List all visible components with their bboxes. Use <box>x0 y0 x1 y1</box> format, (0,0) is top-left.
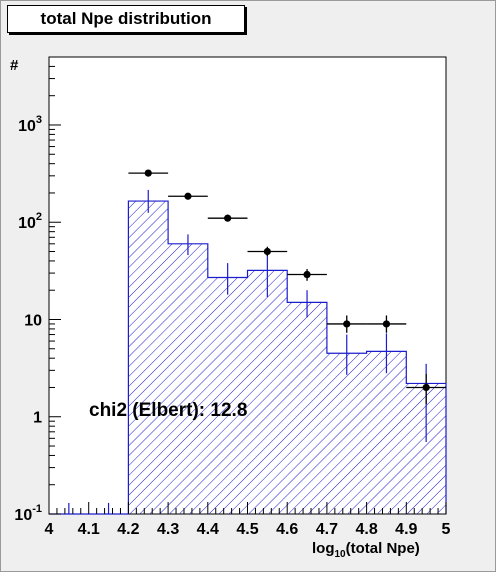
y-tick-label: 102 <box>18 211 42 232</box>
y-tick-label: 1 <box>33 410 42 427</box>
x-tick-label: 4.7 <box>316 521 338 538</box>
hist-bar-fill <box>128 201 169 514</box>
x-tick-label: 4.9 <box>395 521 417 538</box>
y-tick-label: 103 <box>18 114 42 135</box>
x-axis-label: log10(total Npe) <box>312 540 420 560</box>
hist-bar-fill <box>366 351 407 514</box>
y-axis-label: # <box>10 57 19 74</box>
x-tick-label: 4.2 <box>117 521 139 538</box>
hist-bar-fill <box>168 243 208 514</box>
hist-bar-fill <box>207 277 248 514</box>
hist-bar-fill <box>326 353 367 514</box>
x-tick-label: 4.6 <box>276 521 298 538</box>
hist-bar-fill <box>287 302 327 514</box>
data-point <box>382 320 391 328</box>
x-tick-label: 5 <box>442 521 451 538</box>
x-tick-label: 4.5 <box>236 521 258 538</box>
data-point <box>303 270 311 279</box>
data-point <box>343 320 351 328</box>
hist-bar-fill <box>247 270 288 514</box>
x-tick-label: 4 <box>45 521 54 538</box>
data-point <box>184 192 192 200</box>
x-tick-label: 4.4 <box>197 521 219 538</box>
chart-title: total Npe distribution <box>7 5 245 33</box>
x-tick-label: 4.1 <box>78 521 100 538</box>
chi2-annotation: chi2 (Elbert): 12.8 <box>89 400 247 421</box>
simulation-histogram <box>49 189 447 515</box>
data-point <box>422 383 430 392</box>
data-points <box>128 169 446 405</box>
x-tick-label: 4.8 <box>355 521 377 538</box>
data-point <box>144 169 152 177</box>
data-point <box>263 247 271 256</box>
y-tick-label: 10-1 <box>14 503 42 524</box>
axes: 4 4.1 4.2 4.3 4.4 4.5 4.6 4.7 4.8 4.9 5 10-1 1 10 102 1… <box>14 56 451 538</box>
y-tick-label: 10 <box>24 312 42 329</box>
data-point <box>224 214 232 222</box>
x-tick-label: 4.3 <box>157 521 179 538</box>
